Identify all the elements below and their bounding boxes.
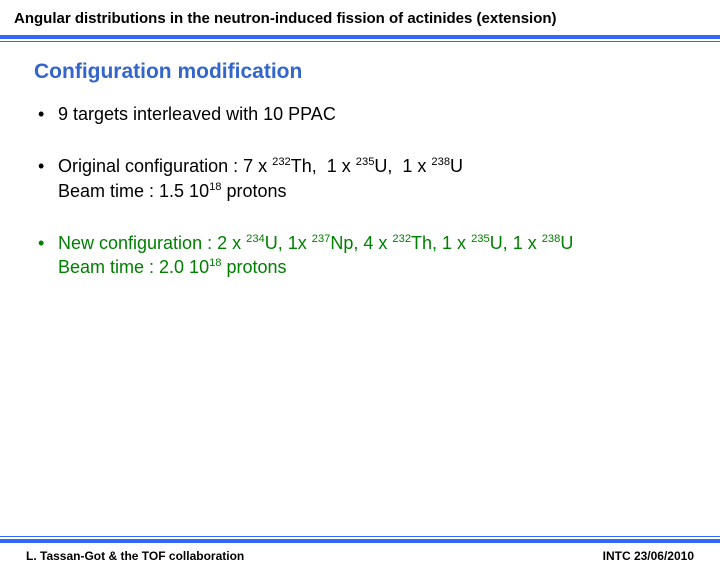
bullet-dot-icon: • bbox=[38, 231, 58, 280]
bullet-item: • 9 targets interleaved with 10 PPAC bbox=[38, 102, 696, 126]
bullet-text: 9 targets interleaved with 10 PPAC bbox=[58, 102, 696, 126]
footer: L. Tassan-Got & the TOF collaboration IN… bbox=[0, 536, 720, 563]
footer-right: INTC 23/06/2010 bbox=[603, 549, 694, 563]
footer-text-row: L. Tassan-Got & the TOF collaboration IN… bbox=[0, 543, 720, 563]
bullet-text: Original configuration : 7 x 232Th, 1 x … bbox=[58, 154, 696, 203]
section-title: Configuration modification bbox=[0, 42, 720, 84]
bullet-item: • New configuration : 2 x 234U, 1x 237Np… bbox=[38, 231, 696, 280]
bullet-text: New configuration : 2 x 234U, 1x 237Np, … bbox=[58, 231, 696, 280]
content-area: • 9 targets interleaved with 10 PPAC • O… bbox=[0, 84, 720, 279]
slide: Angular distributions in the neutron-ind… bbox=[0, 0, 720, 579]
footer-rule-thin bbox=[0, 536, 720, 537]
bullet-dot-icon: • bbox=[38, 102, 58, 126]
bullet-item: • Original configuration : 7 x 232Th, 1 … bbox=[38, 154, 696, 203]
slide-header-title: Angular distributions in the neutron-ind… bbox=[0, 10, 720, 35]
header-rule-thick bbox=[0, 35, 720, 39]
bullet-dot-icon: • bbox=[38, 154, 58, 203]
footer-left: L. Tassan-Got & the TOF collaboration bbox=[26, 549, 244, 563]
